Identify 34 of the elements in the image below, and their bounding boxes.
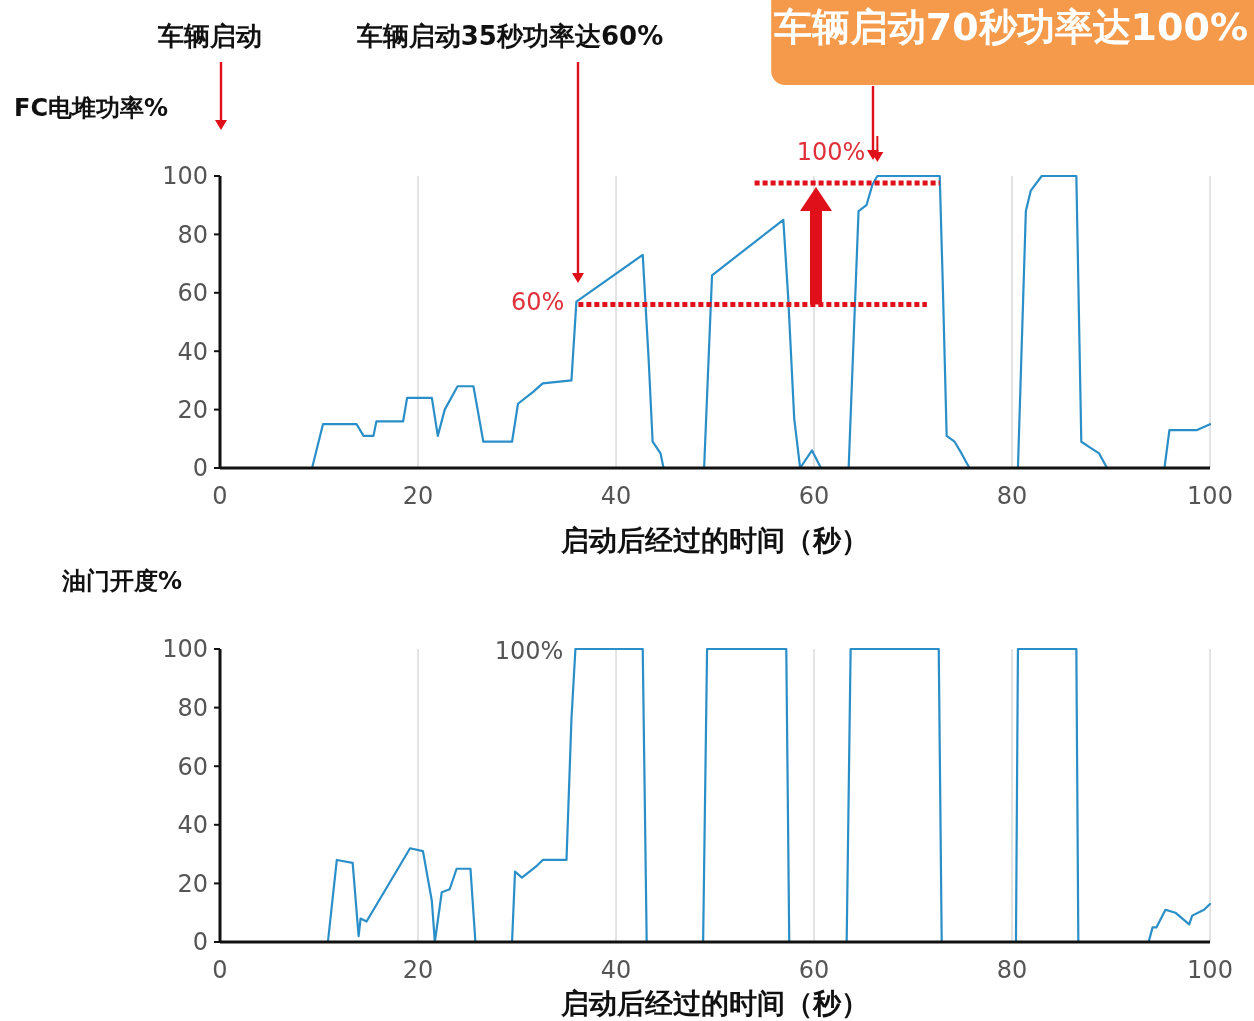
x-tick-label: 20 [402, 956, 434, 984]
x-tick-label: 80 [996, 956, 1028, 984]
y-tick-label: 100 [162, 162, 208, 191]
annotation: 60% [511, 287, 565, 316]
y-axis-title: 油门开度% [61, 567, 183, 595]
x-axis-title: 启动后经过的时间（秒） [560, 987, 869, 1020]
y-tick-label: 60 [177, 752, 208, 781]
y-tick-label: 100 [162, 635, 208, 664]
text: 车辆启动70秒功率达100% [773, 5, 1248, 49]
y-tick-label: 60 [177, 279, 208, 308]
x-tick-label: 40 [600, 956, 632, 984]
x-tick-label: 60 [798, 956, 830, 984]
y-tick-label: 0 [192, 928, 208, 957]
x-tick-label: 40 [600, 482, 632, 510]
y-tick-label: 0 [192, 454, 208, 483]
y-tick-label: 20 [177, 396, 208, 424]
y-axis-title: FC电堆功率% [14, 94, 169, 122]
text: 车辆启动35秒功率达60% [355, 21, 664, 51]
x-tick-label: 100 [1187, 482, 1233, 510]
x-tick-label: 80 [996, 482, 1028, 510]
y-tick-label: 40 [177, 811, 208, 840]
x-axis-title: 启动后经过的时间（秒） [560, 524, 869, 557]
x-tick-label: 100 [1187, 956, 1233, 984]
text: 车辆启动 [157, 21, 262, 51]
x-tick-label: 0 [212, 956, 228, 984]
y-tick-label: 80 [177, 220, 208, 249]
y-tick-label: 40 [177, 337, 208, 366]
annotation: 100% [796, 138, 866, 166]
annotation: 100% [494, 637, 564, 665]
x-tick-label: 60 [798, 482, 830, 510]
x-tick-label: 0 [212, 482, 228, 510]
x-tick-label: 20 [402, 482, 434, 510]
y-tick-label: 80 [177, 694, 208, 722]
y-tick-label: 20 [177, 869, 208, 898]
